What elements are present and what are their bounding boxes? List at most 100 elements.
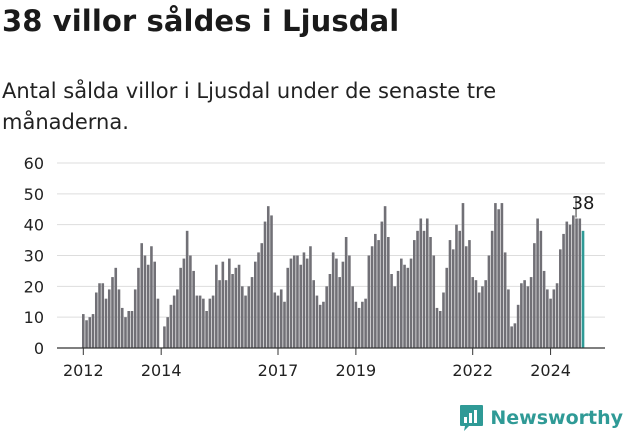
bar <box>546 289 549 348</box>
bar <box>322 301 325 348</box>
bar <box>107 289 111 348</box>
bar <box>390 274 393 348</box>
bar <box>211 295 215 348</box>
bar <box>494 203 497 348</box>
bar <box>127 311 131 348</box>
bar <box>425 218 429 348</box>
bar <box>130 311 134 348</box>
bar <box>328 274 332 348</box>
bar <box>312 280 315 348</box>
bar <box>205 311 208 348</box>
bar <box>438 311 442 348</box>
y-tick-label: 0 <box>34 339 44 358</box>
bar <box>455 224 458 348</box>
bar <box>309 246 312 348</box>
bar <box>195 295 199 348</box>
bar <box>153 261 156 348</box>
bar <box>539 230 543 348</box>
bar <box>419 218 423 348</box>
bar <box>374 233 377 348</box>
bar <box>331 252 335 348</box>
bar <box>179 267 182 348</box>
bar <box>185 230 189 348</box>
bar <box>507 289 510 348</box>
bar <box>299 264 303 348</box>
bar <box>302 252 306 348</box>
bar <box>98 283 101 348</box>
x-tick-label: 2012 <box>63 361 104 380</box>
bar <box>253 261 257 348</box>
x-tick-label: 2022 <box>452 361 493 380</box>
bar <box>364 298 367 348</box>
bar <box>101 283 105 348</box>
bar <box>383 206 387 348</box>
bar <box>529 277 533 348</box>
bar <box>150 246 153 348</box>
bar <box>445 267 449 348</box>
bar <box>442 292 445 348</box>
bar <box>198 295 202 348</box>
bar <box>513 323 517 348</box>
bar <box>572 215 575 348</box>
bar <box>296 255 299 348</box>
bar <box>241 286 244 348</box>
newsworthy-logo-icon <box>460 405 484 431</box>
chart-title: 38 villor såldes i Ljusdal <box>2 4 400 38</box>
brand-name: Newsworthy <box>490 407 623 429</box>
bar <box>484 280 487 348</box>
bar <box>279 289 283 348</box>
bar <box>565 221 569 348</box>
bar <box>409 258 413 348</box>
bar <box>533 243 536 348</box>
bar <box>305 258 309 348</box>
bar <box>552 289 556 348</box>
bar <box>412 240 416 348</box>
bar <box>477 292 481 348</box>
bar <box>422 230 426 348</box>
bar <box>403 264 406 348</box>
bar <box>361 301 364 348</box>
bar <box>393 286 397 348</box>
bar <box>354 301 358 348</box>
bar <box>568 224 572 348</box>
bar <box>289 258 293 348</box>
bar <box>451 249 455 348</box>
bar <box>94 292 98 348</box>
bar <box>189 255 192 348</box>
bar <box>471 277 474 348</box>
bar <box>169 304 173 348</box>
bar <box>260 243 264 348</box>
bar <box>166 317 169 348</box>
bar <box>335 258 338 348</box>
bar <box>224 280 228 348</box>
bar <box>348 255 351 348</box>
x-tick-label: 2024 <box>530 361 571 380</box>
bar <box>367 255 371 348</box>
x-tick-label: 2017 <box>258 361 299 380</box>
bar <box>163 326 166 348</box>
bar <box>117 289 121 348</box>
x-tick-label: 2014 <box>141 361 182 380</box>
bar <box>338 277 341 348</box>
bar <box>286 267 290 348</box>
bar <box>432 255 436 348</box>
bar <box>257 252 260 348</box>
bar <box>111 277 114 348</box>
brand[interactable]: Newsworthy <box>459 403 623 433</box>
bar <box>435 307 439 348</box>
bar <box>344 237 348 348</box>
bar <box>120 307 124 348</box>
bar <box>270 215 273 348</box>
bar <box>172 295 176 348</box>
bar <box>536 218 539 348</box>
bar <box>351 286 354 348</box>
bar <box>406 267 410 348</box>
y-tick-label: 20 <box>24 277 44 296</box>
bar <box>526 286 530 348</box>
bar <box>315 295 319 348</box>
bar <box>250 277 254 348</box>
bar <box>416 230 419 348</box>
y-tick-label: 30 <box>24 247 44 266</box>
bar <box>215 264 218 348</box>
